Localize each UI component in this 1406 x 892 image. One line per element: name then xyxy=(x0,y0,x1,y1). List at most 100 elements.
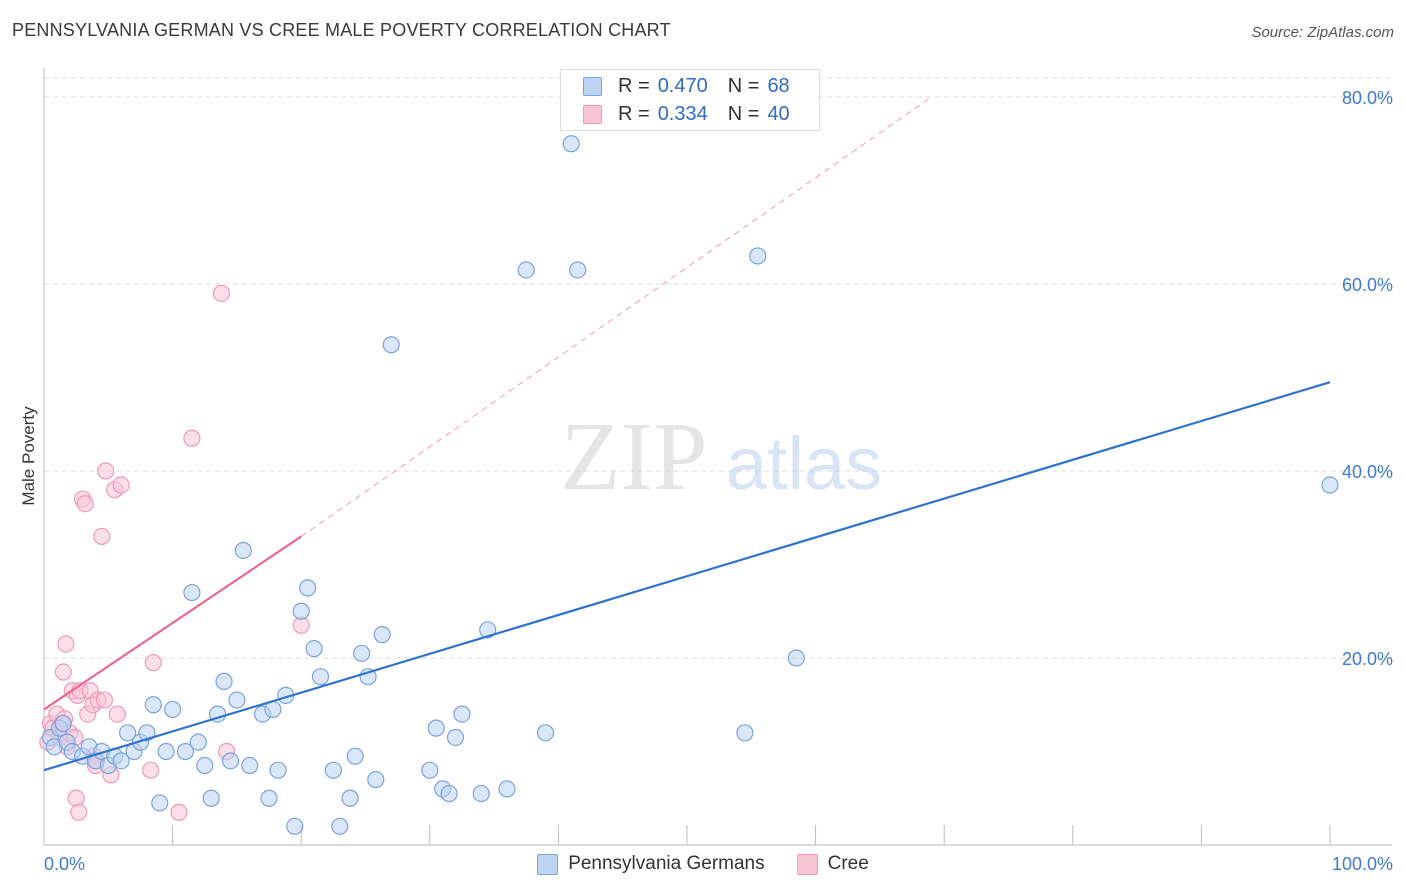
grid-lines xyxy=(44,77,1392,659)
cree-trendline xyxy=(43,535,302,711)
tick-labels: 20.0% 40.0% 60.0% 80.0% 0.0% 100.0% xyxy=(44,88,1393,874)
pennsylvania-german-point xyxy=(324,761,342,779)
y-axis-label: Male Poverty xyxy=(19,406,38,506)
pennsylvania-german-point xyxy=(228,691,246,709)
series-legend-label: Pennsylvania Germans xyxy=(568,853,765,874)
pennsylvania-german-point xyxy=(138,724,156,742)
pennsylvania-german-point xyxy=(196,756,214,775)
pennsylvania-german-point xyxy=(215,672,233,690)
cree-point xyxy=(108,705,126,723)
y-tick-label: 20.0% xyxy=(1342,649,1393,669)
y-tick-label: 60.0% xyxy=(1342,275,1393,295)
series-legend-label: Cree xyxy=(827,853,869,874)
legend-row-cree: R = 0.334 N = 40 xyxy=(583,101,790,127)
pennsylvania-german-point xyxy=(221,752,240,770)
pennsylvania-german-point xyxy=(453,705,471,723)
pennsylvania-german-point xyxy=(331,817,349,835)
watermark-zip: ZIP xyxy=(561,403,708,511)
y-tick-label: 40.0% xyxy=(1342,462,1393,482)
legend-swatch-pink xyxy=(583,104,602,124)
cree-point xyxy=(97,462,115,480)
pennsylvania-german-point xyxy=(144,696,162,714)
pennsylvania-german-point xyxy=(569,261,587,279)
legend-r-value: 0.470 xyxy=(657,74,708,97)
legend-swatch-blue xyxy=(583,76,602,96)
pennsylvania-german-point xyxy=(749,247,767,265)
cree-point xyxy=(95,691,114,709)
legend-r-value: 0.334 xyxy=(657,102,708,125)
watermark-atlas: atlas xyxy=(726,422,882,505)
cree-point xyxy=(54,663,72,681)
pennsylvania-german-point xyxy=(286,817,304,835)
pennsylvania-german-point xyxy=(446,728,465,747)
cree-point xyxy=(142,761,160,779)
cree-trendline-extension xyxy=(300,96,932,537)
pennsylvania-german-point xyxy=(498,780,516,798)
pennsylvania-german-point xyxy=(382,336,400,354)
pennsylvania-german-point xyxy=(118,724,137,742)
pennsylvania-german-point xyxy=(183,583,201,602)
cree-point xyxy=(112,476,130,494)
pennsylvania-german-point xyxy=(1321,476,1339,494)
x-tick-label: 100.0% xyxy=(1332,854,1393,874)
pennsylvania-german-point xyxy=(176,742,195,761)
pennsylvania-german-point xyxy=(373,626,391,644)
pennsylvania-german-point xyxy=(189,733,207,751)
pennsylvania-german-point xyxy=(341,789,359,807)
pennsylvania-german-point xyxy=(269,761,287,779)
cree-point xyxy=(70,803,88,821)
pennsylvania-german-point xyxy=(305,640,323,658)
pennsylvania-german-point xyxy=(54,714,72,733)
pennsylvania-german-point xyxy=(151,794,169,812)
cree-point xyxy=(76,495,94,513)
legend-n-value: 40 xyxy=(767,102,790,125)
pennsylvania-german-point xyxy=(292,602,310,620)
cree-point xyxy=(144,654,162,672)
x-tick-label: 0.0% xyxy=(44,854,85,874)
cree-point xyxy=(170,803,188,821)
cree-points xyxy=(39,284,310,821)
series-legend: Pennsylvania Germans Cree xyxy=(0,851,1406,877)
pennsylvania-german-point xyxy=(241,756,259,775)
pennsylvania-german-point xyxy=(517,261,535,279)
pennsylvania-german-point xyxy=(202,789,220,807)
correlation-legend: R = 0.470 N = 68 R = 0.334 N = 40 xyxy=(560,69,820,131)
y-tick-label: 80.0% xyxy=(1342,88,1393,108)
series-legend-cree[interactable]: Cree xyxy=(796,853,869,875)
axes xyxy=(43,68,1392,846)
pennsylvania-german-point xyxy=(421,761,439,779)
series-legend-pennsylvania-germans[interactable]: Pennsylvania Germans xyxy=(537,853,765,875)
source-label: Source: ZipAtlas.com xyxy=(1251,24,1394,41)
legend-n-value: 68 xyxy=(767,74,790,97)
pennsylvania-german-point xyxy=(427,719,445,737)
pennsylvania-german-point xyxy=(234,541,252,560)
pennsylvania-german-point xyxy=(346,747,364,765)
cree-point xyxy=(212,284,231,302)
pennsylvania-german-point xyxy=(367,770,385,789)
chart-title: PENNSYLVANIA GERMAN VS CREE MALE POVERTY… xyxy=(12,20,671,40)
pennsylvania-german-point xyxy=(536,724,555,742)
pennsylvania-german-point xyxy=(479,621,497,639)
pennsylvania-german-point xyxy=(562,135,580,153)
cree-point xyxy=(93,527,111,546)
pennsylvania-german-point xyxy=(299,579,317,597)
pennsylvania-german-point xyxy=(736,724,754,742)
pennsylvania-german-points xyxy=(41,135,1339,835)
series-swatch-blue xyxy=(537,853,559,875)
pennsylvania-german-point xyxy=(112,752,130,770)
legend-n-label: N = xyxy=(727,74,760,97)
pennsylvania-german-point xyxy=(311,668,330,686)
pennsylvania-german-point xyxy=(260,789,278,807)
pennsylvania-german-trendline xyxy=(43,381,1331,772)
trendlines xyxy=(43,96,1331,772)
watermark: ZIP atlas xyxy=(561,403,883,511)
pennsylvania-german-point xyxy=(353,644,371,662)
pennsylvania-german-point xyxy=(787,649,805,667)
legend-r-label: R = xyxy=(618,74,650,97)
legend-r-label: R = xyxy=(618,102,650,125)
series-swatch-pink xyxy=(796,853,818,875)
legend-row-pennsylvania-germans: R = 0.470 N = 68 xyxy=(583,73,790,99)
cree-point xyxy=(183,429,201,447)
pennsylvania-german-point xyxy=(440,784,458,803)
